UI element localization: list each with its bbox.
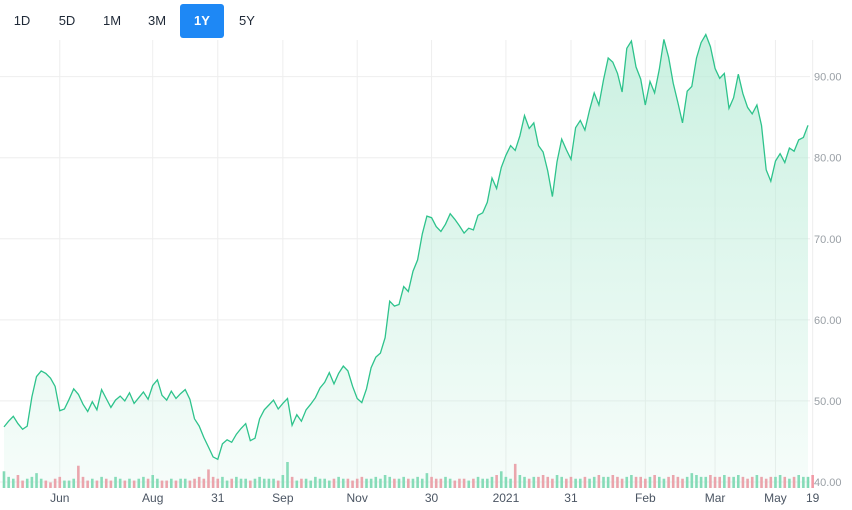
range-selector: 1D 5D 1M 3M 1Y 5Y (0, 4, 270, 38)
x-tick-label: Jun (50, 491, 69, 505)
range-button-1y[interactable]: 1Y (180, 4, 224, 38)
range-button-5y[interactable]: 5Y (239, 13, 255, 28)
y-tick-label: 60.00 (814, 315, 842, 327)
price-line (3, 32, 809, 461)
x-tick-label: Mar (705, 491, 726, 505)
x-tick-label: 30 (425, 491, 439, 505)
range-button-1d[interactable]: 1D (13, 13, 31, 28)
y-tick-label: 50.00 (814, 396, 842, 408)
range-button-1m[interactable]: 1M (102, 13, 122, 28)
y-tick-label: 90.00 (814, 72, 842, 84)
x-tick-label: May (764, 491, 787, 505)
y-tick-label: 40.00 (814, 477, 842, 489)
y-tick-label: 80.00 (814, 153, 842, 165)
price-area (4, 34, 808, 488)
x-tick-label: Sep (272, 491, 294, 505)
range-button-3m[interactable]: 3M (147, 13, 167, 28)
x-tick-label: 19 (806, 491, 820, 505)
x-tick-label: 31 (211, 491, 225, 505)
x-tick-label: Feb (635, 491, 656, 505)
x-tick-label: Aug (142, 491, 163, 505)
y-tick-label: 70.00 (814, 234, 842, 246)
volume-bar (811, 475, 814, 488)
x-tick-label: Nov (347, 491, 368, 505)
range-button-5d[interactable]: 5D (58, 13, 76, 28)
x-axis-labels: Jun Aug 31 Sep Nov 30 2021 31 Feb Mar May 19 (50, 491, 820, 505)
y-axis-labels: 40.00 50.00 60.00 70.00 80.00 90.00 (814, 72, 842, 489)
x-tick-label: 31 (564, 491, 578, 505)
x-tick-label: 2021 (493, 491, 520, 505)
